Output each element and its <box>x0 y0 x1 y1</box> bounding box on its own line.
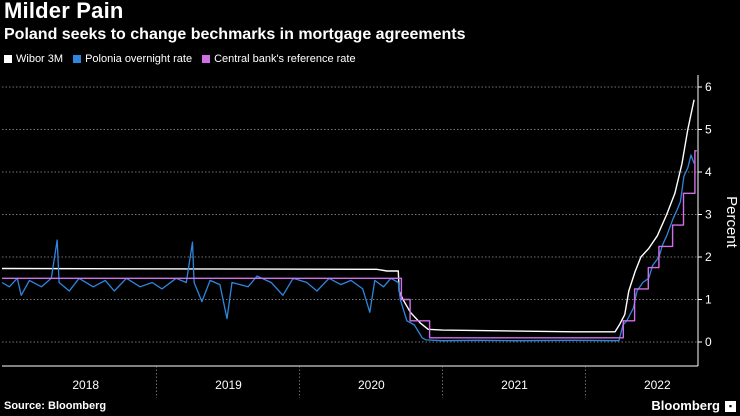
series-line-wibor-3m <box>1 99 695 333</box>
x-axis: 2018 2019 2020 2021 2022 <box>2 365 698 398</box>
series-line-polonia <box>1 154 695 342</box>
legend: Wibor 3M Polonia overnight rate Central … <box>4 53 356 65</box>
y-tick-label-3: 3 <box>705 208 712 222</box>
legend-label-wibor: Wibor 3M <box>16 53 64 65</box>
chart-title: Milder Pain <box>4 0 124 23</box>
series-line-reference-rate <box>2 150 697 339</box>
legend-label-reference-rate: Central bank's reference rate <box>214 53 356 65</box>
y-tick-label-0: 0 <box>705 335 712 349</box>
legend-swatch-reference-rate <box>202 55 211 63</box>
legend-swatch-polonia <box>73 55 82 63</box>
y-tick-label-2: 2 <box>705 250 712 264</box>
brand-wordmark: Bloomberg <box>651 398 720 413</box>
legend-item-wibor: Wibor 3M <box>4 53 63 65</box>
x-tick-label-2020: 2020 <box>358 378 385 392</box>
legend-swatch-wibor <box>4 55 12 63</box>
y-tick-label-4: 4 <box>705 165 712 179</box>
grid-lines <box>2 86 698 343</box>
source-note: Source: Bloomberg <box>4 400 107 412</box>
legend-label-polonia: Polonia overnight rate <box>85 53 193 65</box>
brand-logo-icon: ▪ <box>725 401 736 412</box>
y-axis: 0 1 2 3 4 5 6 <box>697 75 712 366</box>
y-axis-label: Percent <box>723 196 740 249</box>
x-tick-label-2022: 2022 <box>644 378 671 392</box>
x-tick-label-2021: 2021 <box>501 378 528 392</box>
y-tick-label-5: 5 <box>705 123 712 137</box>
legend-item-reference-rate: Central bank's reference rate <box>202 53 356 65</box>
legend-item-polonia: Polonia overnight rate <box>73 53 192 65</box>
y-tick-label-1: 1 <box>705 293 712 307</box>
x-tick-label-2019: 2019 <box>215 378 242 392</box>
chart-subtitle: Poland seeks to change bechmarks in mort… <box>4 26 466 43</box>
x-tick-label-2018: 2018 <box>72 378 99 392</box>
series-lines <box>1 99 697 342</box>
y-tick-label-6: 6 <box>705 80 712 94</box>
